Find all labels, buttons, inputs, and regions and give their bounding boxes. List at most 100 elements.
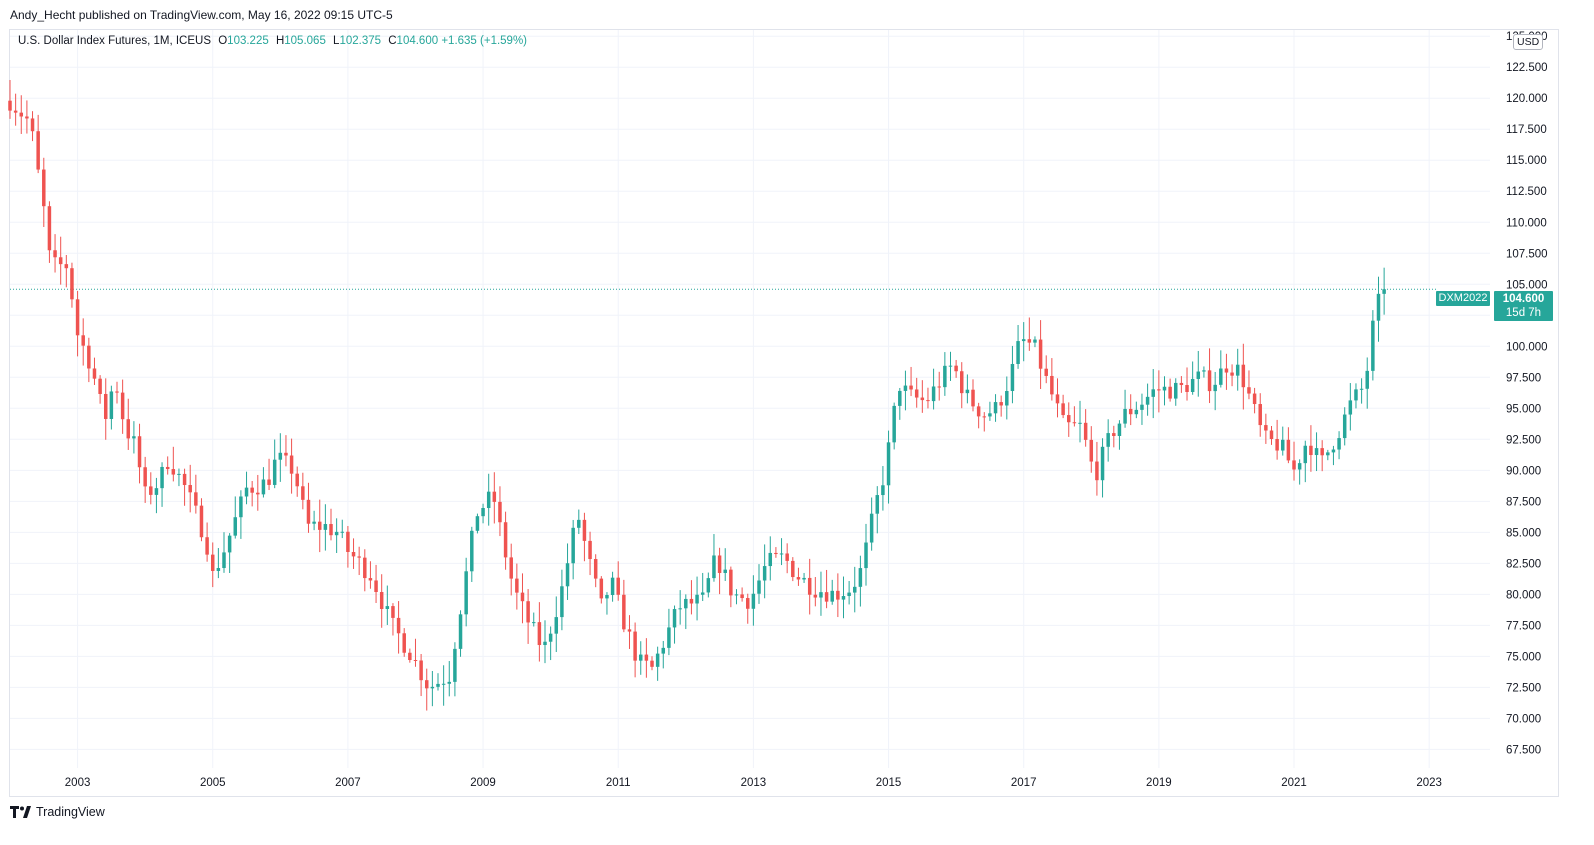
candle-body: [537, 622, 542, 646]
candle-body: [503, 522, 508, 558]
candle-body: [1140, 404, 1144, 410]
candle-body: [914, 389, 919, 398]
candle-body: [639, 654, 643, 661]
y-tick-label: 67.500: [1506, 744, 1541, 756]
candle-body: [98, 378, 102, 394]
candle-body: [1196, 371, 1201, 379]
candle-body: [1202, 370, 1206, 372]
candle-body: [1010, 363, 1015, 392]
candle-body: [965, 389, 970, 394]
candle-body: [1089, 439, 1094, 462]
candle-body: [391, 606, 395, 618]
candle-body: [1320, 448, 1324, 456]
candle-body: [1190, 378, 1195, 392]
candle-body: [1095, 461, 1099, 481]
candle-body: [1326, 452, 1330, 456]
candle-body: [289, 455, 294, 474]
candle-body: [650, 660, 654, 667]
candle-body: [1354, 389, 1358, 401]
candle-body: [301, 486, 305, 500]
candle-body: [988, 413, 992, 417]
candle-body: [464, 571, 468, 615]
candle-body: [1061, 403, 1065, 416]
candle-body: [554, 617, 559, 634]
candle-body: [346, 531, 350, 552]
candle-body: [402, 633, 406, 653]
x-tick-label: 2021: [1281, 777, 1307, 789]
candle-body: [351, 551, 356, 557]
candle-body: [548, 633, 553, 642]
y-tick-label: 100.000: [1506, 341, 1548, 353]
candle-body: [520, 592, 525, 602]
currency-button[interactable]: USD: [1513, 34, 1544, 50]
candle-body: [1258, 404, 1262, 426]
y-tick-label: 80.000: [1506, 589, 1541, 601]
candle-body: [1224, 368, 1229, 373]
candle-body: [53, 250, 57, 258]
candle-body: [982, 416, 987, 418]
candle-body: [470, 530, 474, 572]
candle-body: [1359, 388, 1364, 390]
candle-body: [19, 112, 24, 117]
candle-body: [64, 264, 69, 269]
candle-body: [250, 487, 254, 493]
candle-body: [1083, 422, 1088, 440]
candle-body: [582, 519, 587, 541]
candle-body: [1112, 433, 1116, 436]
candle-body: [8, 100, 12, 111]
x-tick-label: 2009: [470, 777, 496, 789]
candle-body: [368, 578, 373, 581]
candle-body: [385, 606, 390, 609]
candle-body: [1264, 425, 1268, 431]
candle-body: [824, 592, 829, 602]
candle-body: [819, 592, 823, 598]
candle-body: [154, 488, 159, 495]
candle-body: [419, 660, 423, 681]
candle-body: [42, 169, 46, 207]
candle-body: [1213, 384, 1217, 392]
x-tick-label: 2007: [335, 777, 361, 789]
candle-body: [1275, 439, 1279, 451]
candle-body: [227, 535, 232, 553]
candle-body: [132, 436, 136, 439]
x-tick-label: 2015: [876, 777, 902, 789]
candle-body: [903, 385, 908, 391]
candle-body: [70, 268, 74, 300]
y-tick-label: 115.000: [1506, 155, 1547, 167]
candle-body: [993, 402, 998, 414]
candle-body: [909, 385, 913, 390]
candle-body: [712, 555, 716, 579]
y-tick-label: 77.500: [1506, 620, 1541, 632]
legend-open-label: O: [218, 35, 228, 47]
candle-body: [205, 537, 209, 555]
candle-body: [734, 594, 739, 596]
candle-body: [1297, 463, 1302, 470]
candle-body: [762, 566, 767, 581]
candle-body: [875, 495, 880, 514]
candle-body: [408, 652, 412, 661]
candle-body: [87, 345, 91, 369]
candle-body: [1371, 320, 1375, 371]
candle-body: [120, 392, 125, 420]
candle-body: [149, 486, 153, 495]
candle-body: [802, 577, 806, 580]
candle-body: [571, 527, 575, 564]
y-tick-label: 117.500: [1506, 124, 1547, 136]
tradingview-brand[interactable]: TradingView: [10, 805, 105, 819]
candle-body: [1016, 341, 1020, 364]
candle-body: [1151, 389, 1155, 397]
bar-countdown: 15d 7h: [1505, 307, 1542, 319]
candle-body: [1292, 460, 1296, 470]
candle-body: [81, 335, 85, 346]
candle-body: [898, 390, 902, 406]
candle-body: [424, 680, 429, 689]
candle-body: [768, 552, 773, 567]
legend-close-label: C: [388, 35, 397, 47]
candle-body: [58, 257, 63, 265]
candle-body: [363, 557, 367, 579]
candle-body: [30, 118, 35, 132]
candle-body: [256, 492, 260, 495]
candle-body: [317, 521, 322, 530]
candle-body: [757, 580, 761, 594]
